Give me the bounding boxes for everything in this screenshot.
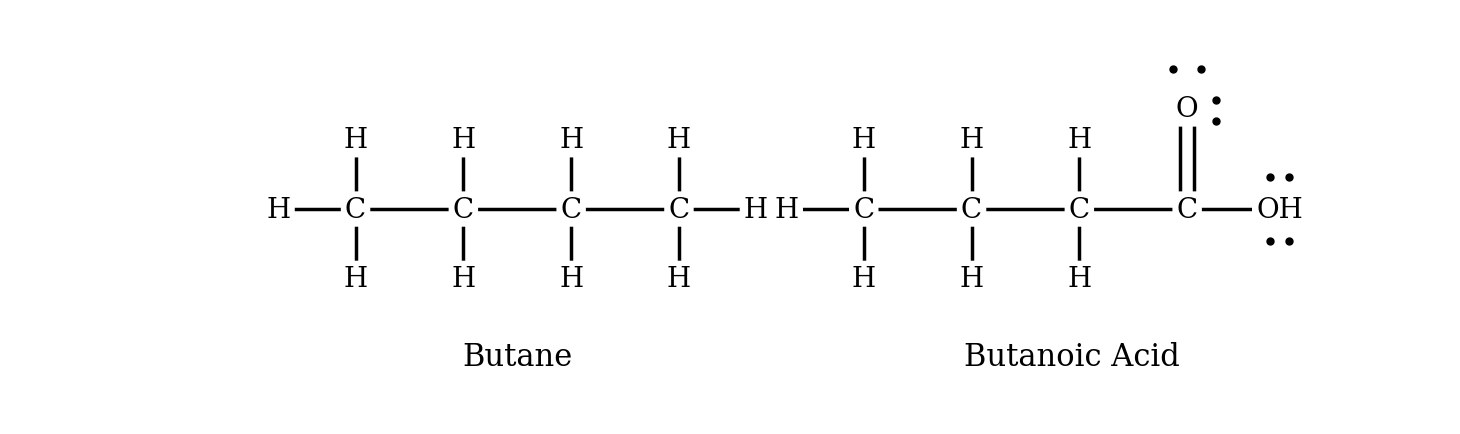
Text: C: C — [1177, 196, 1197, 223]
Text: Butanoic Acid: Butanoic Acid — [964, 342, 1180, 372]
Text: H: H — [343, 265, 368, 292]
Text: O: O — [1175, 96, 1199, 123]
Text: C: C — [853, 196, 875, 223]
Text: H: H — [451, 127, 476, 154]
Text: H: H — [851, 265, 876, 292]
Text: H: H — [451, 265, 476, 292]
Text: C: C — [345, 196, 366, 223]
Text: C: C — [961, 196, 983, 223]
Text: H: H — [959, 127, 984, 154]
Text: H: H — [1067, 265, 1092, 292]
Text: H: H — [775, 196, 799, 223]
Text: H: H — [267, 196, 291, 223]
Text: H: H — [851, 127, 876, 154]
Text: Butane: Butane — [463, 342, 572, 372]
Text: H: H — [667, 265, 691, 292]
Text: H: H — [959, 265, 984, 292]
Text: OH: OH — [1256, 196, 1302, 223]
Text: H: H — [559, 127, 583, 154]
Text: H: H — [1067, 127, 1092, 154]
Text: H: H — [343, 127, 368, 154]
Text: H: H — [667, 127, 691, 154]
Text: H: H — [745, 196, 768, 223]
Text: C: C — [669, 196, 689, 223]
Text: C: C — [561, 196, 581, 223]
Text: C: C — [1069, 196, 1091, 223]
Text: H: H — [559, 265, 583, 292]
Text: C: C — [453, 196, 475, 223]
